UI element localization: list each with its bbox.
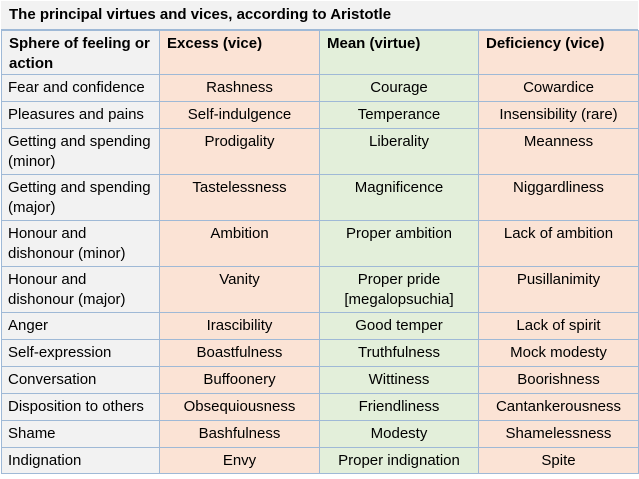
deficiency-cell: Lack of ambition	[478, 220, 639, 267]
excess-cell: Ambition	[159, 220, 320, 267]
sphere-cell: Conversation	[1, 366, 160, 394]
table-row: Indignation Envy Proper indignation Spit…	[1, 447, 639, 474]
deficiency-cell: Insensibility (rare)	[478, 101, 639, 129]
sphere-cell: Anger	[1, 312, 160, 340]
deficiency-cell: Spite	[478, 447, 639, 474]
deficiency-cell: Lack of spirit	[478, 312, 639, 340]
deficiency-cell: Boorishness	[478, 366, 639, 394]
sphere-cell: Getting and spending (major)	[1, 174, 160, 221]
header-excess: Excess (vice)	[159, 30, 320, 75]
table-title: The principal virtues and vices, accordi…	[1, 1, 638, 30]
mean-cell: Truthfulness	[319, 339, 479, 367]
excess-cell: Tastelessness	[159, 174, 320, 221]
header-mean: Mean (virtue)	[319, 30, 479, 75]
sphere-cell: Honour and dishonour (major)	[1, 266, 160, 313]
excess-cell: Irascibility	[159, 312, 320, 340]
excess-cell: Obsequiousness	[159, 393, 320, 421]
excess-cell: Vanity	[159, 266, 320, 313]
table-row: Pleasures and pains Self-indulgence Temp…	[1, 101, 639, 129]
mean-cell: Proper pride [megalopsuchia]	[319, 266, 479, 313]
mean-cell: Courage	[319, 74, 479, 102]
table-row: Getting and spending (major) Tastelessne…	[1, 174, 639, 221]
excess-cell: Bashfulness	[159, 420, 320, 448]
table-row: Shame Bashfulness Modesty Shamelessness	[1, 420, 639, 448]
mean-cell: Proper indignation	[319, 447, 479, 474]
header-row: Sphere of feeling or action Excess (vice…	[1, 30, 639, 75]
mean-cell: Temperance	[319, 101, 479, 129]
deficiency-cell: Shamelessness	[478, 420, 639, 448]
header-sphere: Sphere of feeling or action	[1, 30, 160, 75]
table-row: Anger Irascibility Good temper Lack of s…	[1, 312, 639, 340]
sphere-cell: Fear and confidence	[1, 74, 160, 102]
table-row: Honour and dishonour (major) Vanity Prop…	[1, 266, 639, 313]
mean-cell: Liberality	[319, 128, 479, 175]
table-row: Honour and dishonour (minor) Ambition Pr…	[1, 220, 639, 267]
sphere-cell: Getting and spending (minor)	[1, 128, 160, 175]
sphere-cell: Pleasures and pains	[1, 101, 160, 129]
deficiency-cell: Niggardliness	[478, 174, 639, 221]
table-row: Conversation Buffoonery Wittiness Booris…	[1, 366, 639, 394]
excess-cell: Envy	[159, 447, 320, 474]
excess-cell: Prodigality	[159, 128, 320, 175]
mean-cell: Wittiness	[319, 366, 479, 394]
table-row: Self-expression Boastfulness Truthfulnes…	[1, 339, 639, 367]
sphere-cell: Self-expression	[1, 339, 160, 367]
excess-cell: Self-indulgence	[159, 101, 320, 129]
table-row: Getting and spending (minor) Prodigality…	[1, 128, 639, 175]
sphere-cell: Disposition to others	[1, 393, 160, 421]
sphere-cell: Indignation	[1, 447, 160, 474]
deficiency-cell: Meanness	[478, 128, 639, 175]
sphere-cell: Honour and dishonour (minor)	[1, 220, 160, 267]
deficiency-cell: Cowardice	[478, 74, 639, 102]
excess-cell: Buffoonery	[159, 366, 320, 394]
header-deficiency: Deficiency (vice)	[478, 30, 639, 75]
virtues-table: Sphere of feeling or action Excess (vice…	[1, 30, 639, 474]
mean-cell: Modesty	[319, 420, 479, 448]
mean-cell: Proper ambition	[319, 220, 479, 267]
table-row: Fear and confidence Rashness Courage Cow…	[1, 74, 639, 102]
deficiency-cell: Mock modesty	[478, 339, 639, 367]
mean-cell: Magnificence	[319, 174, 479, 221]
excess-cell: Rashness	[159, 74, 320, 102]
excess-cell: Boastfulness	[159, 339, 320, 367]
mean-cell: Good temper	[319, 312, 479, 340]
table-row: Disposition to others Obsequiousness Fri…	[1, 393, 639, 421]
sphere-cell: Shame	[1, 420, 160, 448]
deficiency-cell: Pusillanimity	[478, 266, 639, 313]
mean-cell: Friendliness	[319, 393, 479, 421]
deficiency-cell: Cantankerousness	[478, 393, 639, 421]
